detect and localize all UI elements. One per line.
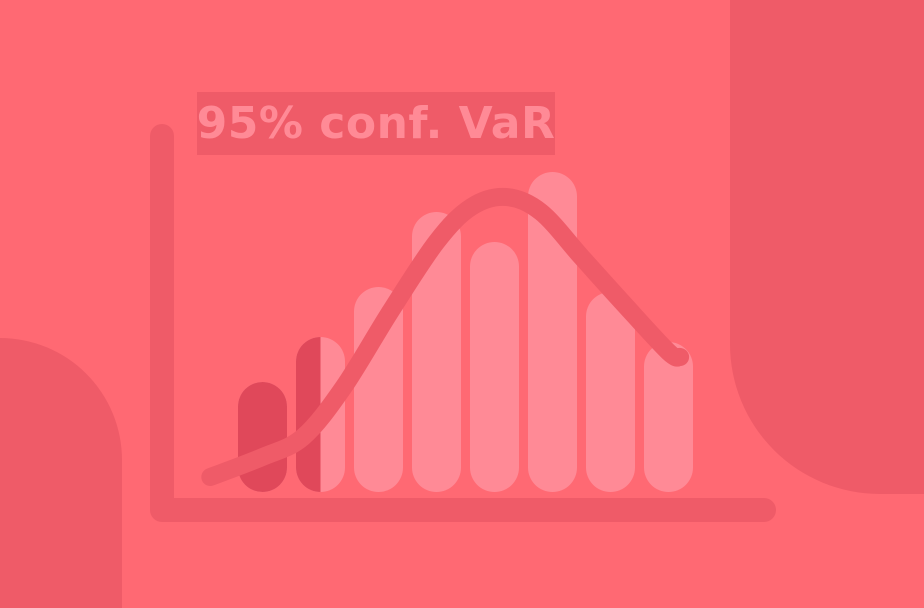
histogram-bar-body xyxy=(470,242,519,492)
histogram-bar-body xyxy=(644,342,693,492)
histogram-bar xyxy=(470,242,519,492)
chart-axes xyxy=(150,124,776,522)
bars-layer xyxy=(238,172,693,492)
histogram-bar xyxy=(238,382,287,492)
histogram-bar xyxy=(644,342,693,492)
distribution-curve xyxy=(201,187,690,486)
var-tail-shading xyxy=(238,382,287,492)
histogram-bar-body xyxy=(586,292,635,492)
histogram-bar xyxy=(586,292,635,492)
title-banner: 95% conf. VaR xyxy=(197,92,555,155)
chart-title: 95% conf. VaR xyxy=(196,97,556,149)
histogram-bar xyxy=(528,172,577,492)
decorative-shape-right xyxy=(730,0,924,494)
histogram-bar-body xyxy=(528,172,577,492)
histogram-bar-body xyxy=(412,212,461,492)
histogram-bar xyxy=(412,212,461,492)
